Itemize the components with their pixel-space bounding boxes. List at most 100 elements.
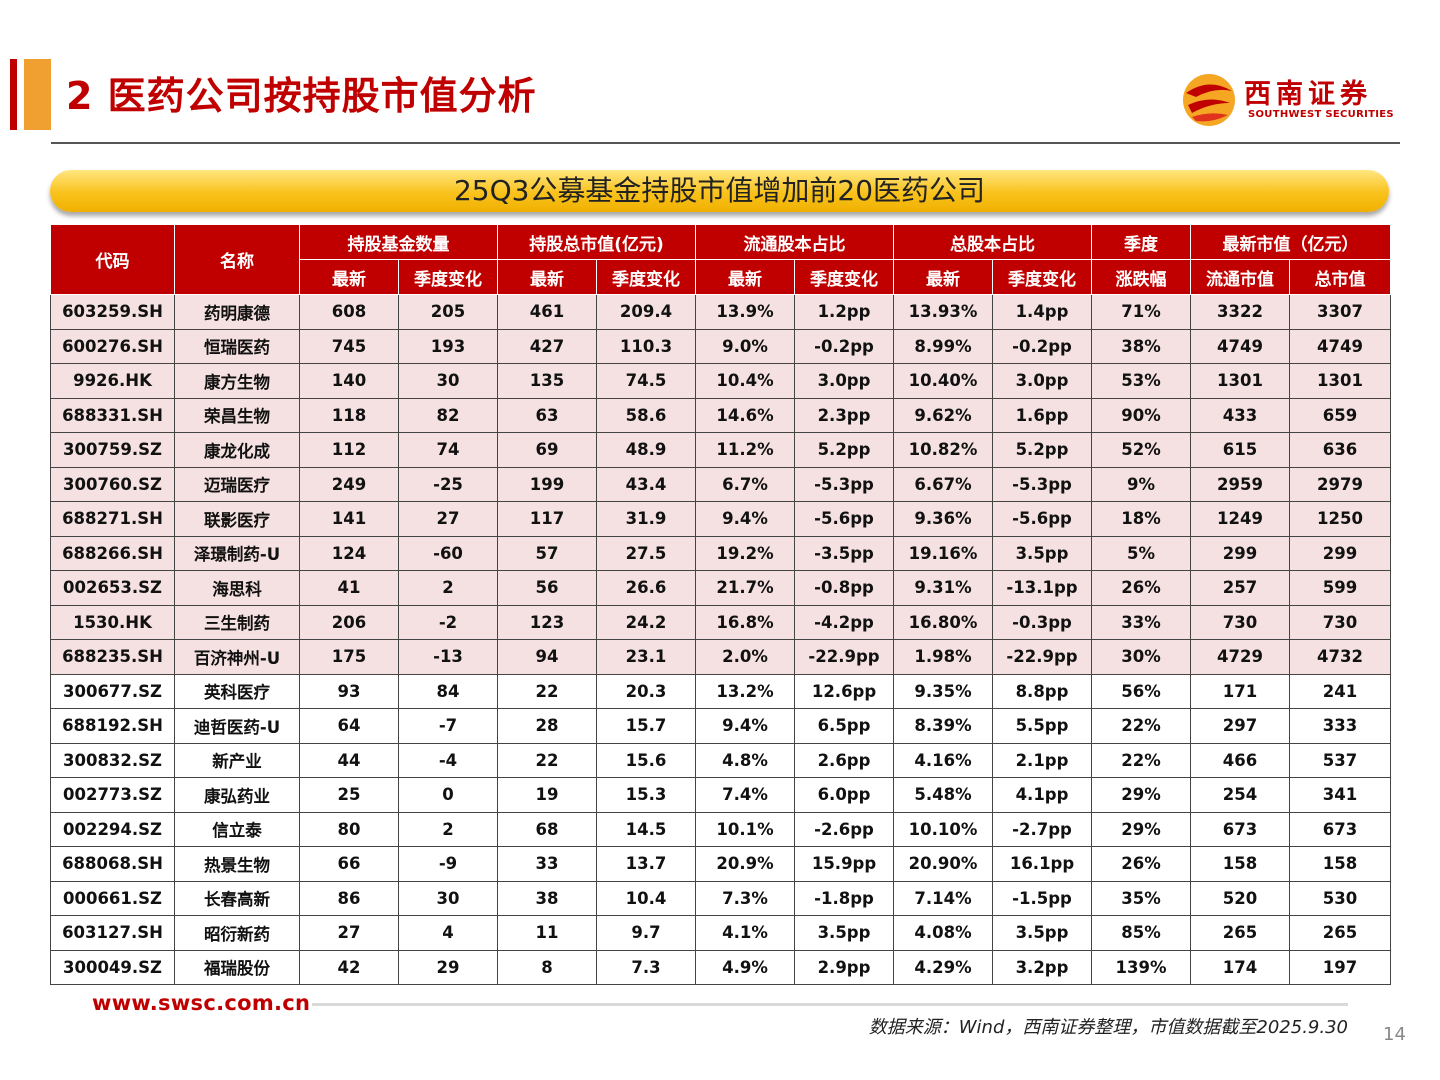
table-cell: 68 (497, 811, 597, 847)
header-code: 代码 (50, 224, 175, 295)
table-cell: 71% (1091, 294, 1192, 330)
header-float-ratio: 流通股本占比 (695, 224, 895, 260)
table-cell: -1.5pp (992, 880, 1093, 916)
table-cell: 171 (1190, 673, 1291, 709)
table-cell: 22 (497, 673, 597, 709)
stock-name-cell: 药明康德 (174, 294, 300, 330)
stock-code-cell: 603259.SH (50, 294, 175, 330)
table-row: 300677.SZ 英科医疗 93 84 22 20.3 13.2% 12.6pp 9.35% 8… (50, 673, 1392, 709)
table-cell: 427 (497, 328, 597, 364)
table-row: 300049.SZ 福瑞股份 42 29 8 7.3 4.9% 2.9pp 4.29% 3.2pp… (50, 949, 1392, 985)
stock-name-cell: 迈瑞医疗 (174, 466, 300, 502)
table-row: 688235.SH 百济神州-U 175 -13 94 23.1 2.0% -22.9pp 1.… (50, 639, 1392, 675)
table-cell: 139% (1091, 949, 1192, 985)
table-cell: 94 (497, 639, 597, 675)
table-cell: 673 (1190, 811, 1291, 847)
stock-name-cell: 康龙化成 (174, 432, 300, 468)
table-cell: 31.9 (595, 501, 697, 537)
table-cell: 141 (299, 501, 399, 537)
table-cell: 26% (1091, 570, 1192, 606)
table-cell: 730 (1289, 604, 1392, 640)
table-cell: 4.8% (695, 742, 796, 778)
table-cell: 6.67% (893, 466, 994, 502)
table-row: 688271.SH 联影医疗 141 27 117 31.9 9.4% -5.6pp 9.36%… (50, 501, 1392, 537)
table-cell: 3307 (1289, 294, 1392, 330)
table-cell: 3.5pp (992, 915, 1093, 951)
table-cell: 9.62% (893, 397, 994, 433)
table-cell: 205 (398, 294, 498, 330)
table-cell: 4732 (1289, 639, 1392, 675)
table-cell: -4.2pp (794, 604, 895, 640)
table-cell: 14.5 (595, 811, 697, 847)
stock-code-cell: 688331.SH (50, 397, 175, 433)
table-cell: 158 (1190, 846, 1291, 882)
stock-name-cell: 百济神州-U (174, 639, 300, 675)
table-cell: -2 (398, 604, 498, 640)
stock-code-cell: 1530.HK (50, 604, 175, 640)
table-cell: -5.3pp (794, 466, 895, 502)
table-cell: 124 (299, 535, 399, 571)
table-cell: 7.3 (595, 949, 697, 985)
table-cell: 20.3 (595, 673, 697, 709)
table-cell: 4749 (1190, 328, 1291, 364)
table-cell: 22% (1091, 708, 1192, 744)
table-cell: -2.7pp (992, 811, 1093, 847)
title-accent-bar-red (10, 59, 17, 130)
table-row: 1530.HK 三生制药 206 -2 123 24.2 16.8% -4.2pp 16.80%… (50, 604, 1392, 640)
table-cell: 74.5 (595, 363, 697, 399)
table-cell: 0 (398, 777, 498, 813)
stock-name-cell: 三生制药 (174, 604, 300, 640)
stock-code-cell: 688068.SH (50, 846, 175, 882)
table-cell: 69 (497, 432, 597, 468)
table-cell: 341 (1289, 777, 1392, 813)
table-cell: 82 (398, 397, 498, 433)
table-row: 002653.SZ 海思科 41 2 56 26.6 21.7% -0.8pp 9.31% -13… (50, 570, 1392, 606)
table-row: 688068.SH 热景生物 66 -9 33 13.7 20.9% 15.9pp 20.90%… (50, 846, 1392, 882)
table-cell: -13.1pp (992, 570, 1093, 606)
table-cell: 174 (1190, 949, 1291, 985)
subheader-cell: 最新 (893, 259, 994, 295)
subheader-cell: 季度变化 (794, 259, 895, 295)
table-cell: 333 (1289, 708, 1392, 744)
stock-code-cell: 002653.SZ (50, 570, 175, 606)
table-cell: 52% (1091, 432, 1192, 468)
table-cell: 10.4 (595, 880, 697, 916)
table-cell: 6.7% (695, 466, 796, 502)
stock-code-cell: 300759.SZ (50, 432, 175, 468)
table-cell: 1.2pp (794, 294, 895, 330)
stock-code-cell: 000661.SZ (50, 880, 175, 916)
table-cell: 117 (497, 501, 597, 537)
table-cell: 3.5pp (794, 915, 895, 951)
subheader-cell: 季度变化 (595, 259, 697, 295)
table-cell: -13 (398, 639, 498, 675)
table-cell: 19.2% (695, 535, 796, 571)
table-cell: 9.7 (595, 915, 697, 951)
table-cell: 16.80% (893, 604, 994, 640)
table-cell: 249 (299, 466, 399, 502)
stock-name-cell: 福瑞股份 (174, 949, 300, 985)
table-cell: 6.0pp (794, 777, 895, 813)
stock-name-cell: 泽璟制药-U (174, 535, 300, 571)
table-cell: 10.4% (695, 363, 796, 399)
table-cell: 599 (1289, 570, 1392, 606)
table-cell: 43.4 (595, 466, 697, 502)
table-cell: 4729 (1190, 639, 1291, 675)
table-cell: -5.6pp (794, 501, 895, 537)
table-cell: 15.9pp (794, 846, 895, 882)
table-cell: 4.1% (695, 915, 796, 951)
table-cell: 5.48% (893, 777, 994, 813)
table-cell: 5% (1091, 535, 1192, 571)
table-cell: -22.9pp (992, 639, 1093, 675)
table-cell: 24.2 (595, 604, 697, 640)
stock-code-cell: 688235.SH (50, 639, 175, 675)
table-cell: 30 (398, 363, 498, 399)
table-cell: -5.6pp (992, 501, 1093, 537)
table-cell: 19 (497, 777, 597, 813)
stock-name-cell: 联影医疗 (174, 501, 300, 537)
table-cell: 10.40% (893, 363, 994, 399)
table-cell: 25 (299, 777, 399, 813)
page-title: 2 医药公司按持股市值分析 (66, 74, 537, 118)
table-cell: 9.4% (695, 501, 796, 537)
table-cell: 13.9% (695, 294, 796, 330)
table-cell: 254 (1190, 777, 1291, 813)
